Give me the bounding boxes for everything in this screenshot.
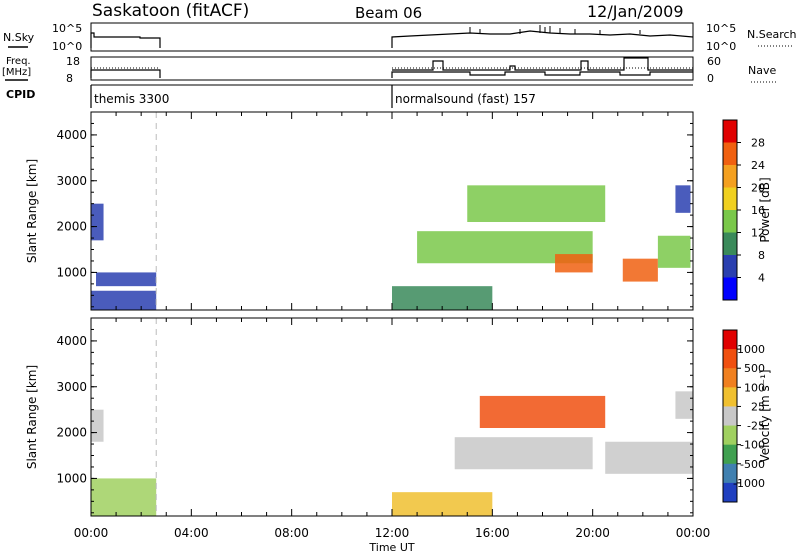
y-axis-title: Slant Range [km] (25, 365, 39, 469)
y-tick-label: 4000 (56, 334, 87, 348)
scatter-region (91, 478, 157, 516)
scatter-region (91, 203, 104, 241)
scatter-region (605, 441, 693, 474)
nsearch-tick-top: 10^5 (706, 22, 736, 35)
freq-tick-top: 18 (66, 55, 80, 68)
scatter-region (91, 290, 157, 310)
beam-title: Beam 06 (355, 4, 422, 22)
station-title: Saskatoon (fitACF) (92, 1, 249, 21)
colorbar-swatch (723, 368, 737, 388)
scatter-region (657, 235, 691, 268)
colorbar-swatch (723, 482, 737, 503)
y-tick-label: 3000 (56, 380, 87, 394)
colorbar-swatch (723, 444, 737, 465)
colorbar-tick-label: 1000 (737, 343, 765, 356)
cpid-segment-label: themis 3300 (94, 92, 169, 106)
scatter-region (392, 286, 493, 310)
colorbar-swatch (723, 232, 737, 256)
power-panel: 1000 2000 3000 4000 Slant Range [km] (25, 111, 694, 311)
x-tick-label: 08:00 (274, 526, 309, 540)
colorbar-tick-label: -100 (740, 439, 765, 452)
colorbar-swatch (723, 277, 737, 301)
colorbar-swatch (723, 406, 737, 427)
y-tick-label: 2000 (56, 426, 87, 440)
velocity-colorbar: 1000 500 100 25 -25 -100 -500 -1000 Velocity [m … (722, 329, 772, 503)
nsky-tick-bottom: 10^0 (52, 40, 82, 53)
nsearch-tick-bottom: 10^0 (706, 40, 736, 53)
nave-label: Nave (748, 64, 776, 77)
colorbar-tick-label: 8 (758, 249, 765, 262)
colorbar-swatch (723, 330, 737, 350)
x-tick-label: 12:00 (375, 526, 410, 540)
colorbar-swatch (723, 210, 737, 233)
scatter-region (675, 391, 693, 419)
nsky-trace (90, 30, 694, 48)
date-title: 12/Jan/2009 (587, 2, 684, 21)
nave-tick-bottom: 0 (707, 72, 714, 85)
freq-label-1: Freq. (6, 56, 31, 67)
colorbar-tick-label: 28 (751, 137, 765, 150)
colorbar-title: Velocity [m s⁻¹] (758, 369, 772, 462)
cpid-segment-label: normalsound (fast) 157 (395, 92, 536, 106)
colorbar-swatch (723, 349, 737, 369)
colorbar-swatch (723, 255, 737, 278)
nsky-label: N.Sky (3, 31, 35, 44)
scatter-region (392, 492, 493, 516)
colorbar-tick-label: -25 (747, 420, 765, 433)
nsearch-label: N.Search (747, 28, 797, 41)
x-tick-label: 00:00 (74, 526, 109, 540)
power-colorbar: 4 8 12 16 20 24 28 Power [dB] (722, 119, 772, 301)
scatter-region (454, 437, 593, 470)
y-tick-label: 1000 (56, 471, 87, 485)
colorbar-tick-label: -500 (740, 458, 765, 471)
cpid-segments: themis 3300 normalsound (fast) 157 (90, 85, 536, 108)
colorbar-tick-label: -1000 (733, 477, 765, 490)
nsky-spikes (469, 25, 641, 34)
x-tick-label: 16:00 (475, 526, 510, 540)
nave-tick-top: 60 (707, 55, 721, 68)
colorbar-swatch (723, 187, 737, 211)
colorbar-tick-label: 24 (751, 159, 765, 172)
colorbar-tick-label: 100 (744, 381, 765, 394)
scatter-region (555, 254, 593, 273)
colorbar-swatch (723, 425, 737, 446)
nave-trace (392, 57, 693, 71)
colorbar-tick-label: 16 (751, 204, 765, 217)
y-tick-label: 4000 (56, 128, 87, 142)
colorbar-tick-label: 500 (744, 362, 765, 375)
colorbar-frame (722, 329, 738, 503)
colorbar-tick-label: 25 (751, 400, 765, 413)
x-tick-label: 04:00 (174, 526, 209, 540)
colorbar-swatch (723, 387, 737, 407)
y-axis-title: Slant Range [km] (25, 159, 39, 263)
x-tick-label: 20:00 (575, 526, 610, 540)
scatter-region (622, 258, 658, 282)
colorbar-title: Power [dB] (758, 177, 772, 242)
colorbar-swatch (723, 165, 737, 188)
scatter-region (467, 185, 606, 222)
freq-label-2: [MHz] (2, 67, 31, 78)
velocity-panel: 1000 2000 3000 4000 Slant Range [km] (25, 317, 694, 517)
colorbar-swatch (723, 463, 737, 484)
scatter-region (479, 395, 606, 428)
x-axis-title: Time UT (368, 541, 414, 554)
x-tick-label: 00:00 (676, 526, 711, 540)
colorbar-tick-label: 20 (751, 182, 765, 195)
cpid-label: CPID (6, 88, 35, 101)
nsky-tick-top: 10^5 (52, 22, 82, 35)
y-tick-label: 1000 (56, 265, 87, 279)
colorbar-swatch (723, 120, 737, 143)
colorbar-tick-label: 12 (751, 227, 765, 240)
y-tick-label: 2000 (56, 220, 87, 234)
y-tick-label: 3000 (56, 174, 87, 188)
scatter-region (675, 185, 691, 213)
freq-tick-bottom: 8 (66, 72, 73, 85)
scatter-region (91, 409, 104, 442)
colorbar-tick-label: 4 (758, 272, 765, 285)
time-axis: 00:00 04:00 08:00 12:00 16:00 20:00 00:00 (74, 526, 711, 540)
scatter-region (96, 272, 157, 287)
colorbar-swatch (723, 142, 737, 166)
freq-trace (90, 69, 693, 78)
